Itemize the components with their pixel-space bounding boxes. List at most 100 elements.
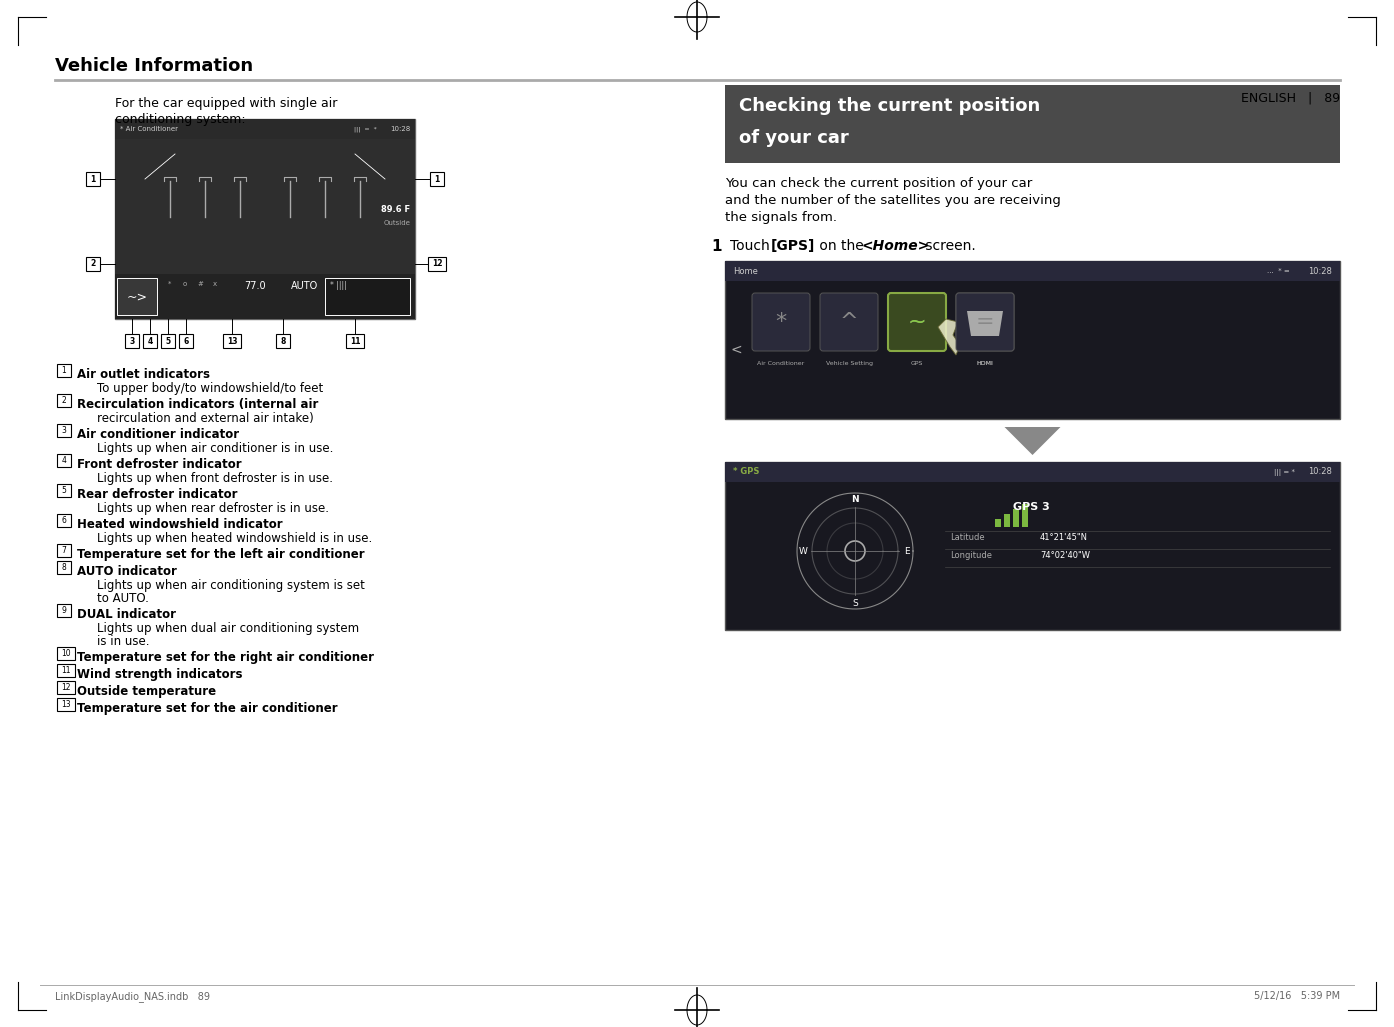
Text: Lights up when air conditioner is in use.: Lights up when air conditioner is in use… <box>98 442 333 455</box>
Text: Outside temperature: Outside temperature <box>77 685 216 698</box>
Bar <box>57 514 71 527</box>
Text: Lights up when dual air conditioning system: Lights up when dual air conditioning sys… <box>98 622 360 635</box>
Text: |||  =  *: ||| = * <box>354 126 376 131</box>
Text: 10:28: 10:28 <box>1308 467 1333 477</box>
Text: S: S <box>852 599 857 608</box>
Bar <box>429 172 445 186</box>
Bar <box>57 604 71 617</box>
Bar <box>57 544 71 557</box>
Text: ...  * =: ... * = <box>1267 268 1289 274</box>
Bar <box>57 647 75 660</box>
Bar <box>57 698 75 711</box>
Text: Vehicle Information: Vehicle Information <box>54 58 254 75</box>
Text: Temperature set for the left air conditioner: Temperature set for the left air conditi… <box>77 548 365 561</box>
Text: AUTO: AUTO <box>291 281 319 291</box>
Bar <box>995 519 1001 527</box>
Text: Wind strength indicators: Wind strength indicators <box>77 668 243 681</box>
Text: GPS 3: GPS 3 <box>1013 502 1050 512</box>
Text: LinkDisplayAudio_NAS.indb   89: LinkDisplayAudio_NAS.indb 89 <box>54 991 210 1002</box>
Text: of your car: of your car <box>739 129 849 147</box>
Bar <box>114 119 415 319</box>
Text: 10:28: 10:28 <box>1308 266 1333 275</box>
Text: Temperature set for the air conditioner: Temperature set for the air conditioner <box>77 702 337 715</box>
Bar <box>125 334 139 348</box>
Text: Vehicle Setting: Vehicle Setting <box>825 362 873 366</box>
Text: Outside: Outside <box>383 220 410 226</box>
Bar <box>114 139 415 274</box>
Text: * ||||: * |||| <box>330 281 347 290</box>
FancyBboxPatch shape <box>820 293 878 351</box>
Text: Home: Home <box>733 266 758 275</box>
Text: 7: 7 <box>61 546 67 555</box>
Bar <box>725 85 1340 163</box>
Bar <box>325 278 410 315</box>
Text: recirculation and external air intake): recirculation and external air intake) <box>98 412 314 425</box>
Text: x: x <box>213 281 217 287</box>
Text: 1: 1 <box>435 175 439 184</box>
Text: 5: 5 <box>61 486 67 495</box>
Text: ENGLISH   |   89: ENGLISH | 89 <box>1241 92 1340 105</box>
Text: Longitude: Longitude <box>949 551 993 560</box>
Text: 8: 8 <box>61 563 67 572</box>
Text: W: W <box>799 546 807 556</box>
Text: Front defroster indicator: Front defroster indicator <box>77 458 241 471</box>
Text: DUAL indicator: DUAL indicator <box>77 608 176 621</box>
Text: Lights up when front defroster is in use.: Lights up when front defroster is in use… <box>98 472 333 485</box>
Text: Latitude: Latitude <box>949 533 984 542</box>
Bar <box>117 278 158 315</box>
Text: conditioning system:: conditioning system: <box>114 113 245 126</box>
Bar <box>57 664 75 677</box>
Text: For the car equipped with single air: For the car equipped with single air <box>114 97 337 110</box>
Bar <box>86 257 100 271</box>
Bar <box>57 484 71 497</box>
Text: *: * <box>775 312 786 332</box>
Bar <box>725 462 1340 630</box>
Text: HDMI: HDMI <box>977 362 994 366</box>
Text: the signals from.: the signals from. <box>725 211 836 224</box>
Text: Temperature set for the right air conditioner: Temperature set for the right air condit… <box>77 651 374 664</box>
Text: 5/12/16   5:39 PM: 5/12/16 5:39 PM <box>1253 991 1340 1001</box>
FancyBboxPatch shape <box>956 293 1013 351</box>
Bar <box>114 274 415 319</box>
Bar <box>144 334 158 348</box>
Bar <box>57 424 71 438</box>
Text: 4: 4 <box>148 337 152 345</box>
Text: and the number of the satellites you are receiving: and the number of the satellites you are… <box>725 194 1061 207</box>
Bar <box>346 334 364 348</box>
Text: * GPS: * GPS <box>733 467 760 477</box>
Text: E: E <box>905 546 910 556</box>
Text: AUTO indicator: AUTO indicator <box>77 565 177 578</box>
Text: ||| = *: ||| = * <box>1274 468 1295 476</box>
Text: Lights up when rear defroster is in use.: Lights up when rear defroster is in use. <box>98 502 329 515</box>
Text: 11: 11 <box>61 665 71 675</box>
Text: 13: 13 <box>61 700 71 709</box>
Text: 41°21'45"N: 41°21'45"N <box>1040 533 1087 542</box>
Bar <box>57 364 71 377</box>
Text: ~: ~ <box>907 312 926 332</box>
Text: 8: 8 <box>280 337 286 345</box>
Polygon shape <box>938 319 960 355</box>
Text: 12: 12 <box>61 683 71 692</box>
Text: ~: ~ <box>907 312 926 332</box>
Bar <box>1022 504 1027 527</box>
Text: 6: 6 <box>184 337 188 345</box>
Text: <Home>: <Home> <box>861 239 930 253</box>
Text: HDMI: HDMI <box>977 362 994 366</box>
Text: *: * <box>169 281 171 287</box>
Text: 2: 2 <box>91 260 96 268</box>
Text: 11: 11 <box>350 337 360 345</box>
Text: 89.6 F: 89.6 F <box>381 204 410 214</box>
Text: Air Conditioner: Air Conditioner <box>757 362 804 366</box>
Text: 3: 3 <box>130 337 135 345</box>
Polygon shape <box>967 311 1004 336</box>
Text: on the: on the <box>815 239 868 253</box>
Text: 1: 1 <box>61 366 67 375</box>
Bar <box>223 334 241 348</box>
Text: Air outlet indicators: Air outlet indicators <box>77 368 210 381</box>
FancyBboxPatch shape <box>956 293 1013 351</box>
Text: Lights up when heated windowshield is in use.: Lights up when heated windowshield is in… <box>98 532 372 545</box>
Text: 9: 9 <box>61 606 67 615</box>
Text: Checking the current position: Checking the current position <box>739 97 1040 115</box>
Bar <box>57 681 75 694</box>
Text: You can check the current position of your car: You can check the current position of yo… <box>725 177 1032 190</box>
